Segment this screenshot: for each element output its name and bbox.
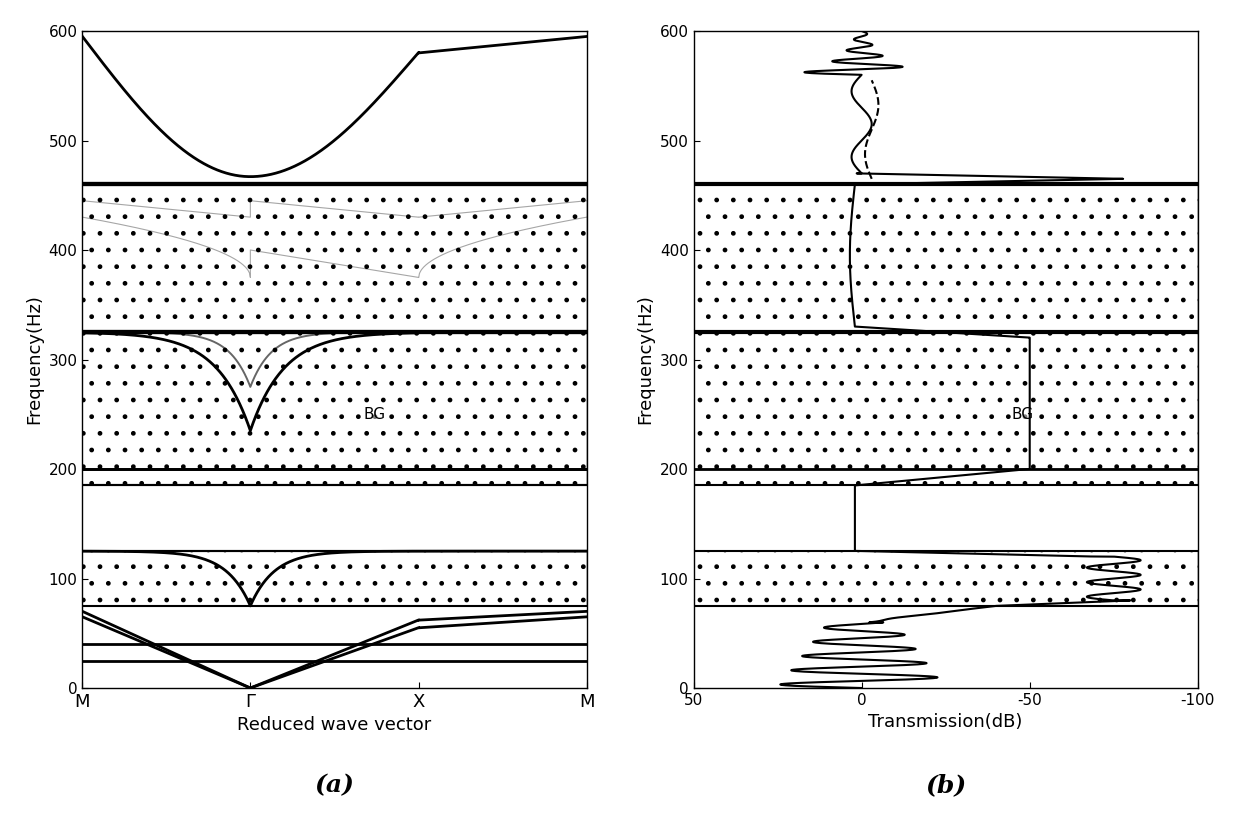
Text: BG: BG xyxy=(363,407,386,422)
Y-axis label: Frequency(Hz): Frequency(Hz) xyxy=(25,295,43,424)
Text: (a): (a) xyxy=(315,773,355,798)
X-axis label: Reduced wave vector: Reduced wave vector xyxy=(237,717,432,735)
X-axis label: Transmission(dB): Transmission(dB) xyxy=(868,713,1023,731)
Text: (b): (b) xyxy=(925,773,966,798)
Text: BG: BG xyxy=(1012,407,1034,422)
Y-axis label: Frequency(Hz): Frequency(Hz) xyxy=(636,295,655,424)
